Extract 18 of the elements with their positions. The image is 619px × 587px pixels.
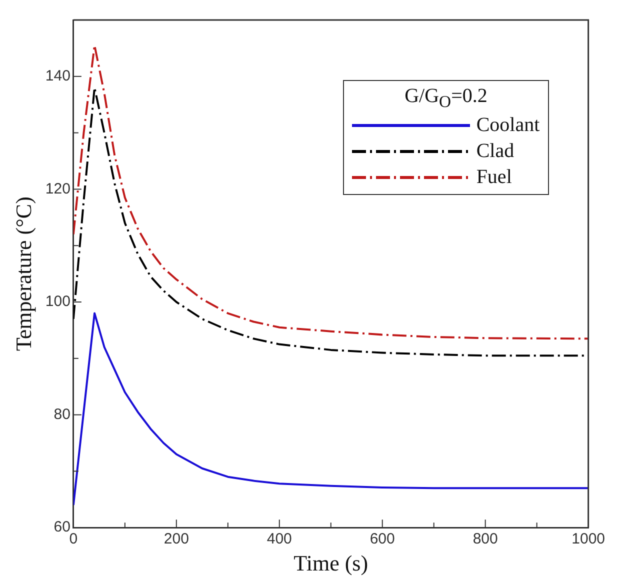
- y-tick-label: 100: [45, 293, 70, 310]
- legend-label: Clad: [476, 139, 514, 164]
- y-axis-title: Temperature (°C): [10, 196, 36, 352]
- x-axis-title: Time (s): [294, 550, 368, 576]
- line-series: [73, 44, 588, 340]
- y-tick-label: 60: [54, 518, 70, 536]
- legend-title: G/G$_{O}$=0.2: [404, 85, 488, 112]
- legend-label: Fuel: [476, 165, 512, 190]
- x-tick-label: 200: [164, 530, 189, 548]
- y-tick-label: 80: [54, 406, 70, 423]
- x-tick-label: 600: [370, 530, 395, 548]
- y-tick-label: 120: [45, 180, 70, 198]
- x-tick-label: 400: [266, 530, 292, 548]
- legend-label: Coolant: [476, 113, 540, 138]
- x-tick-label: 1000: [572, 530, 606, 548]
- x-tick-label: 0: [69, 530, 78, 548]
- y-tick-label: 140: [45, 68, 70, 85]
- x-tick-label: 800: [472, 530, 498, 548]
